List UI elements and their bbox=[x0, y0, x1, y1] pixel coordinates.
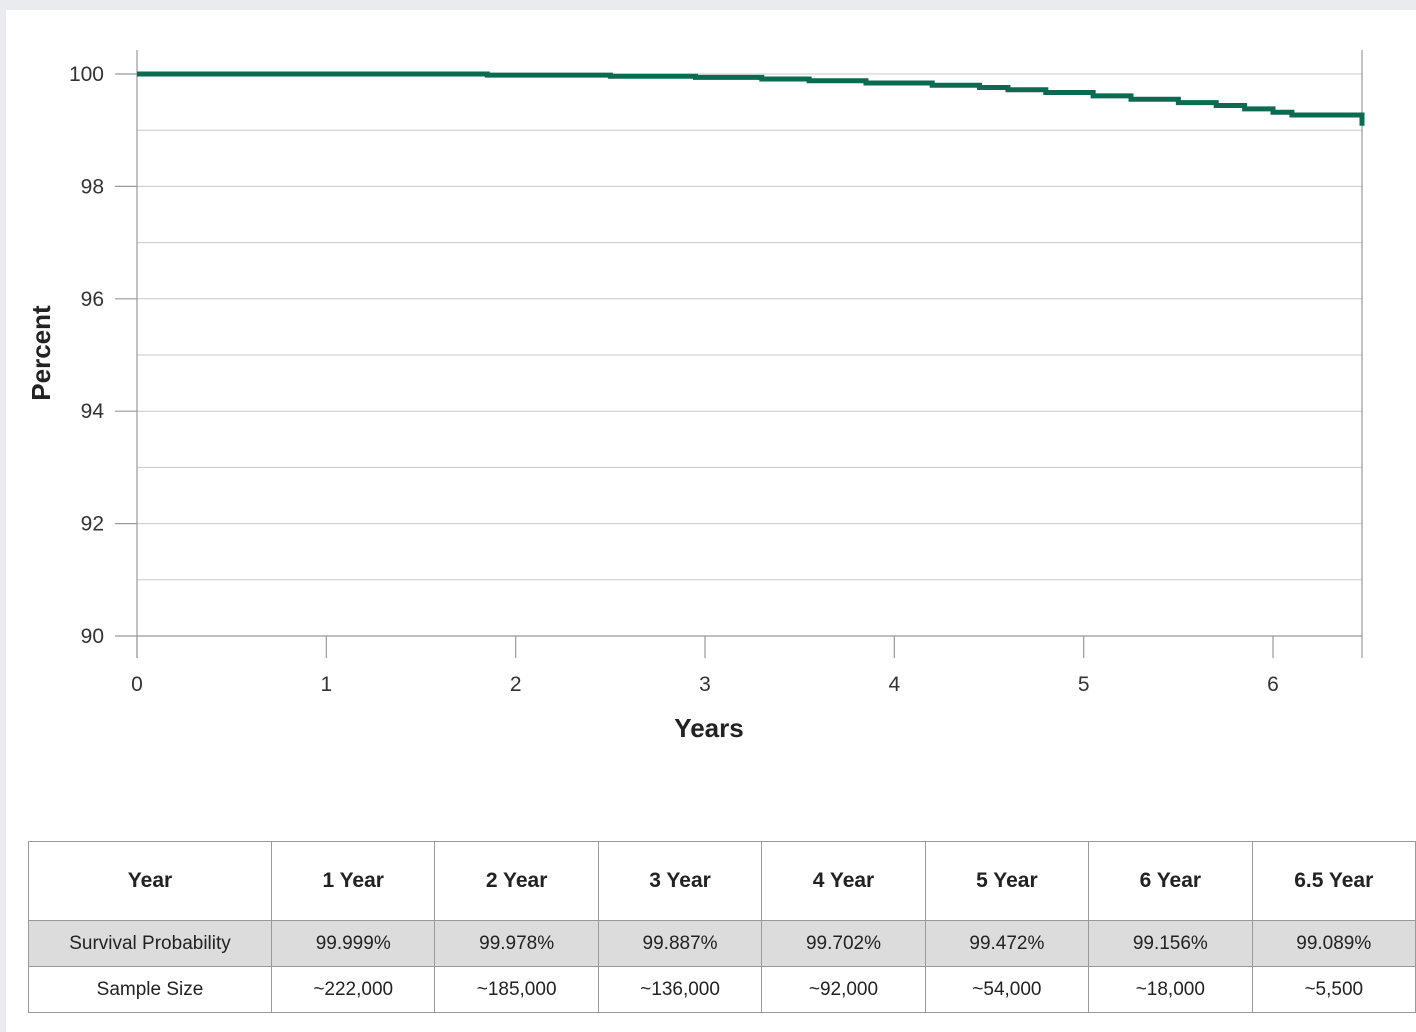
y-tick-label: 94 bbox=[81, 400, 105, 423]
table-row-label: Sample Size bbox=[28, 966, 272, 1013]
table-header-cell: Year bbox=[28, 841, 272, 921]
x-tick-label: 3 bbox=[699, 673, 711, 696]
tick-labels: 100 98 96 94 92 90 0 1 2 3 4 5 6 bbox=[69, 63, 1279, 696]
table-header-row: Year 1 Year 2 Year 3 Year 4 Year 5 Year … bbox=[28, 841, 1416, 921]
axes bbox=[115, 50, 1363, 658]
y-axis-title: Percent bbox=[26, 305, 56, 401]
table-header-cell: 6.5 Year bbox=[1251, 841, 1416, 921]
table-row-sample-size: Sample Size ~222,000 ~185,000 ~136,000 ~… bbox=[28, 966, 1416, 1013]
x-tick-label: 2 bbox=[510, 673, 522, 696]
table-cell: 99.702% bbox=[761, 920, 926, 967]
survival-table: Year 1 Year 2 Year 3 Year 4 Year 5 Year … bbox=[28, 841, 1416, 1013]
table-cell: ~92,000 bbox=[761, 966, 926, 1013]
table-cell: ~18,000 bbox=[1088, 966, 1253, 1013]
y-tick-label: 98 bbox=[81, 175, 104, 198]
x-tick-label: 6 bbox=[1267, 673, 1279, 696]
y-tick-label: 100 bbox=[69, 63, 104, 86]
table-cell: 99.999% bbox=[270, 920, 436, 967]
table-cell: 99.089% bbox=[1251, 920, 1416, 967]
table-cell: 99.156% bbox=[1088, 920, 1253, 967]
table-header-cell: 4 Year bbox=[761, 841, 926, 921]
y-tick-label: 96 bbox=[81, 288, 104, 311]
table-cell: 99.887% bbox=[597, 920, 763, 967]
table-header-cell: 6 Year bbox=[1088, 841, 1253, 921]
table-header-cell: 1 Year bbox=[270, 841, 436, 921]
survival-chart: 100 98 96 94 92 90 0 1 2 3 4 5 6 Years Percent bbox=[26, 50, 1365, 743]
table-cell: ~185,000 bbox=[434, 966, 599, 1013]
survival-line bbox=[137, 71, 1365, 126]
table-header-cell: 3 Year bbox=[597, 841, 763, 921]
table-header-cell: 2 Year bbox=[434, 841, 599, 921]
table-cell: ~136,000 bbox=[597, 966, 763, 1013]
x-tick-label: 1 bbox=[320, 673, 332, 696]
table-cell: ~54,000 bbox=[924, 966, 1090, 1013]
y-tick-label: 92 bbox=[81, 513, 104, 536]
x-tick-label: 4 bbox=[888, 673, 900, 696]
table-cell: ~222,000 bbox=[270, 966, 436, 1013]
table-cell: ~5,500 bbox=[1251, 966, 1416, 1013]
y-tick-label: 90 bbox=[81, 625, 104, 648]
x-axis-title: Years bbox=[674, 713, 743, 743]
x-tick-label: 5 bbox=[1078, 673, 1090, 696]
table-row-label: Survival Probability bbox=[28, 920, 272, 967]
grid bbox=[137, 73, 1362, 581]
x-tick-label: 0 bbox=[131, 673, 143, 696]
table-cell: 99.978% bbox=[434, 920, 599, 967]
table-cell: 99.472% bbox=[924, 920, 1090, 967]
series-layer bbox=[137, 71, 1365, 126]
table-header-cell: 5 Year bbox=[924, 841, 1090, 921]
table-row-survival-probability: Survival Probability 99.999% 99.978% 99.… bbox=[28, 920, 1416, 967]
